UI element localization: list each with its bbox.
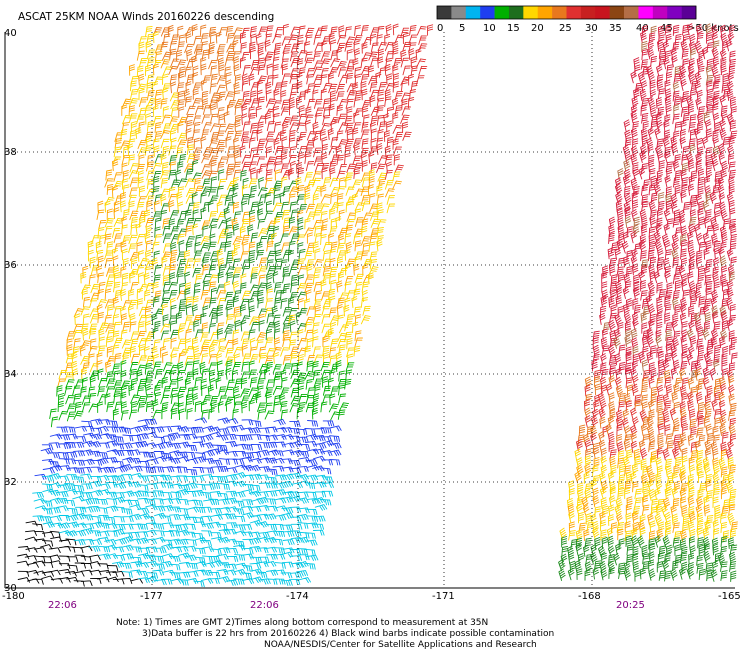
lon-label: -168 (578, 591, 601, 602)
colorbar-label: 15 (507, 23, 520, 34)
lon-label: -174 (286, 591, 309, 602)
colorbar-label: >50 knots (687, 23, 739, 34)
colorbar-label: 10 (483, 23, 496, 34)
colorbar-labels: 0 5 10 15 20 25 30 35 40 45 >50 knots (437, 23, 739, 34)
lon-label: -180 (2, 591, 25, 602)
colorbar-segment (566, 6, 582, 19)
wind-barbs-layer (16, 23, 738, 588)
map-title: ASCAT 25KM NOAA Winds 20160226 descendin… (18, 11, 274, 23)
lat-label: 36 (4, 260, 17, 271)
colorbar-segment (638, 6, 654, 19)
lat-label: 32 (4, 477, 17, 488)
pass-time-2: 22:06 (250, 600, 279, 611)
colorbar-segment (437, 6, 452, 19)
colorbar-segment (480, 6, 495, 19)
colorbar-segment (494, 6, 510, 19)
colorbar-segment (624, 6, 639, 19)
colorbar-segment (609, 6, 625, 19)
lat-label: 30 (4, 583, 17, 594)
colorbar-label: 30 (585, 23, 598, 34)
colorbar-outline (436, 5, 697, 20)
lon-label: -177 (140, 591, 163, 602)
note-line-3: NOAA/NESDIS/Center for Satellite Applica… (264, 640, 537, 650)
colorbar-segment (465, 6, 481, 19)
note-line-1: Note: 1) Times are GMT 2)Times along bot… (116, 618, 488, 628)
colorbar-segment (451, 6, 467, 19)
colorbar-label: 5 (459, 23, 465, 34)
colorbar-segment (552, 6, 567, 19)
lat-label: 38 (4, 147, 17, 158)
colorbar-segment (508, 6, 524, 19)
colorbar-segment (667, 6, 682, 19)
lat-label: 40 (4, 28, 17, 39)
colorbar-label: 25 (559, 23, 572, 34)
lon-label: -165 (718, 591, 740, 602)
map-frame (4, 32, 735, 589)
colorbar-label: 20 (531, 23, 544, 34)
colorbar-segment (537, 6, 553, 19)
lat-label: 34 (4, 369, 17, 380)
pass-time-1: 22:06 (48, 600, 77, 611)
colorbar-segment (523, 6, 539, 19)
colorbar-segment (595, 6, 610, 19)
longitude-labels: -180 -177 -174 -171 -168 -165 (2, 591, 740, 602)
latitude-labels: 40 38 36 34 32 30 (4, 28, 17, 594)
colorbar-segment (652, 6, 668, 19)
colorbar-label: 35 (609, 23, 622, 34)
wind-speed-colorbar (436, 5, 697, 20)
lat-lon-grid (5, 32, 735, 588)
lon-label: -171 (432, 591, 455, 602)
colorbar-segment (580, 6, 596, 19)
colorbar-segment (681, 6, 697, 19)
pass-time-3: 20:25 (616, 600, 645, 611)
colorbar-label: 45 (660, 23, 673, 34)
colorbar-label: 0 (437, 23, 443, 34)
note-line-2: 3)Data buffer is 22 hrs from 20160226 4)… (142, 629, 554, 639)
